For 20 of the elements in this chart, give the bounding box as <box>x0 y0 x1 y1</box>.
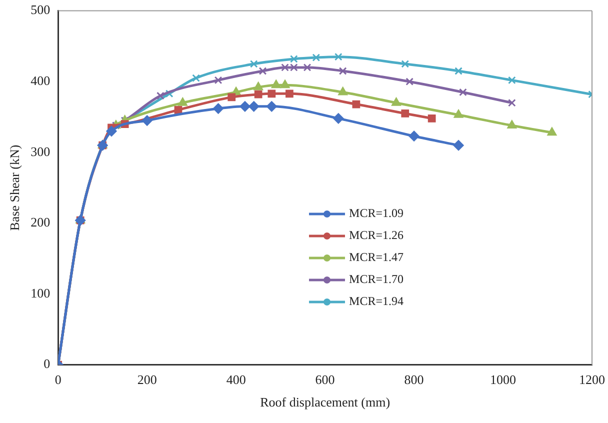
y-tick-label: 0 <box>44 356 50 372</box>
legend-label: MCR=1.94 <box>349 294 404 310</box>
y-tick-label: 200 <box>30 214 50 230</box>
legend-label: MCR=1.70 <box>349 272 404 288</box>
x-tick-label: 1000 <box>490 372 516 388</box>
legend-label: MCR=1.47 <box>349 250 404 266</box>
y-tick-label: 400 <box>30 73 50 88</box>
x-tick-label: 800 <box>404 372 424 388</box>
x-axis-title: Roof displacement (mm) <box>260 394 390 410</box>
x-tick-label: 0 <box>54 372 62 388</box>
x-tick-label: 400 <box>226 372 246 388</box>
x-tick-label: 1200 <box>579 372 605 388</box>
x-tick-label: 600 <box>315 372 335 388</box>
y-axis-title: Base Shear (kN) <box>7 144 22 231</box>
y-tick-label: 100 <box>30 285 50 300</box>
legend-label: MCR=1.26 <box>349 228 404 244</box>
x-tick-label: 200 <box>137 372 157 388</box>
y-tick-label: 500 <box>30 2 50 18</box>
legend-label: MCR=1.09 <box>349 206 404 222</box>
y-tick-label: 300 <box>30 144 50 159</box>
